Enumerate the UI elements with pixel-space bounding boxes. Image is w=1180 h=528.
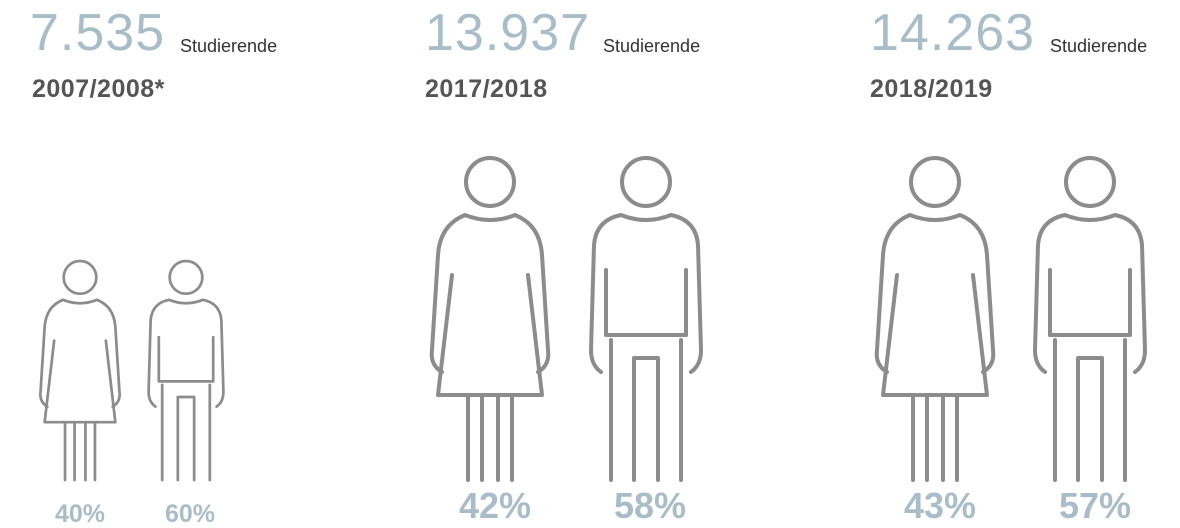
female-share: 42% [459, 485, 531, 526]
male-icon [1033, 156, 1147, 482]
student-count: 13.937 [425, 4, 590, 62]
female-share: 40% [55, 500, 105, 528]
count-unit: Studierende [180, 36, 277, 56]
female-icon [874, 156, 996, 482]
male-share: 57% [1059, 485, 1131, 526]
female-icon [39, 259, 121, 482]
female-share: 43% [904, 485, 976, 526]
student-count: 7.535 [30, 4, 165, 62]
student-count: 14.263 [870, 4, 1035, 62]
male-icon [589, 156, 703, 482]
year: 2007/2008* [32, 75, 165, 103]
male-share: 60% [165, 500, 215, 528]
count-unit: Studierende [603, 36, 700, 56]
year: 2017/2018 [425, 75, 548, 103]
male-share: 58% [614, 485, 686, 526]
male-icon [147, 259, 225, 482]
count-unit: Studierende [1050, 36, 1147, 56]
female-icon [429, 156, 551, 482]
year: 2018/2019 [870, 75, 993, 103]
